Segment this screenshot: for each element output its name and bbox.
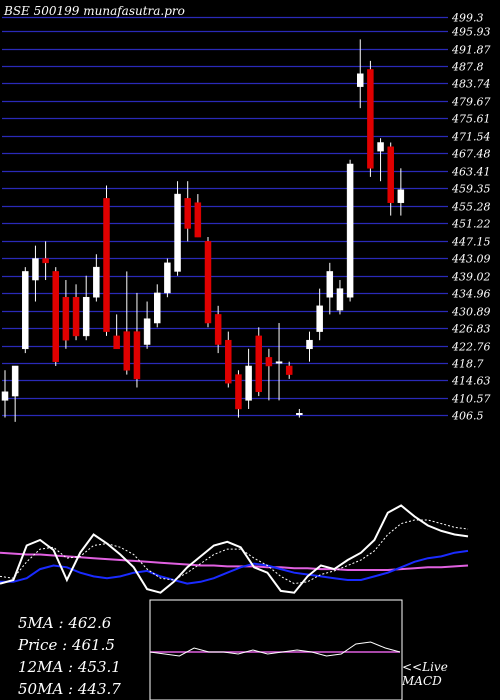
candle-down (235, 374, 242, 410)
price-tick-label: 414.63 (451, 375, 491, 388)
fast-line (0, 504, 469, 594)
price-tick-label: 463.41 (451, 166, 491, 179)
candle-up (275, 361, 283, 364)
price-tick-label: 418.7 (451, 358, 484, 371)
candle-down (62, 296, 70, 341)
candle-up (143, 318, 151, 345)
macd-series (149, 641, 401, 657)
price-tick-label: 475.61 (451, 113, 491, 126)
macd-label: <<Live MACD (402, 660, 448, 688)
candle-down (72, 296, 80, 337)
candle-down (42, 258, 49, 264)
price-tick-label: 459.35 (451, 183, 491, 196)
moving-average-legend: 5MA : 462.6 Price : 461.5 12MA : 453.1 5… (18, 612, 121, 700)
candle-down (387, 146, 394, 203)
candle-down (113, 335, 120, 350)
macd-label-line2: MACD (402, 674, 442, 688)
candle-down (52, 271, 59, 362)
price-tick-label: 471.54 (451, 131, 491, 144)
price-tick-label: 455.28 (451, 201, 491, 214)
candle-down (265, 357, 273, 367)
price-tick-label: 443.09 (451, 253, 491, 266)
candle-down (123, 331, 131, 371)
slow-line (0, 519, 469, 585)
candle-up (296, 413, 303, 416)
macd-panel (149, 599, 403, 700)
price-tick-label: 447.15 (451, 236, 491, 249)
macd-line (149, 641, 401, 657)
candle-down (184, 198, 191, 229)
candle-up (357, 73, 364, 87)
candle-up (22, 271, 29, 350)
price-tick-label: 451.22 (451, 218, 491, 231)
candle-down (194, 202, 202, 238)
candle-up (377, 142, 384, 152)
price-tick-label: 495.93 (451, 26, 491, 39)
candle-up (397, 189, 405, 203)
candle-up (32, 258, 39, 281)
chart-title: BSE 500199 munafasutra.pro (3, 4, 185, 18)
candle-up (174, 193, 181, 272)
price-tick-label: 467.48 (451, 148, 491, 161)
candle-up (316, 305, 323, 332)
price-tick-label: 434.96 (451, 288, 491, 301)
price-tick-label: 406.5 (451, 410, 484, 423)
candle-down (255, 335, 262, 393)
price-tick-label: 426.83 (451, 323, 491, 336)
candle-up (306, 339, 313, 350)
candle-up (336, 288, 344, 311)
stat-price: Price : 461.5 (18, 636, 115, 654)
candle-up (11, 365, 19, 397)
indicator-panel (0, 504, 469, 594)
candle-down (204, 241, 212, 324)
candlestick-series (1, 39, 405, 422)
price-gridlines (2, 16, 448, 417)
price-tick-label: 430.89 (451, 306, 491, 319)
stat-50ma: 50MA : 443.7 (18, 680, 121, 698)
price-tick-label: 487.8 (451, 61, 484, 74)
candle-down (367, 69, 374, 169)
candle-up (93, 266, 100, 298)
price-tick-label: 483.74 (451, 78, 491, 91)
price-tick-label: 422.76 (451, 341, 491, 354)
stat-5ma: 5MA : 462.6 (18, 614, 112, 632)
candle-up (164, 262, 171, 294)
stat-12ma: 12MA : 453.1 (18, 658, 121, 676)
price-tick-label: 479.67 (451, 96, 491, 109)
candle-down (225, 339, 232, 384)
price-tick-label: 439.02 (451, 271, 491, 284)
candle-up (82, 296, 90, 337)
ma50-line (0, 551, 469, 571)
price-tick-label: 491.87 (451, 44, 491, 57)
price-tick-label: 499.3 (451, 12, 484, 25)
candle-down (285, 365, 293, 375)
price-tick-label: 410.57 (451, 393, 491, 406)
candle-down (103, 198, 110, 332)
candle-down (133, 331, 141, 380)
candle-up (346, 163, 354, 298)
ma12-line (0, 549, 469, 585)
candle-up (1, 391, 9, 401)
candle-down (214, 314, 222, 345)
candle-up (245, 365, 252, 401)
macd-label-line1: <<Live (402, 660, 448, 674)
candle-up (154, 292, 161, 324)
candle-up (326, 271, 334, 298)
